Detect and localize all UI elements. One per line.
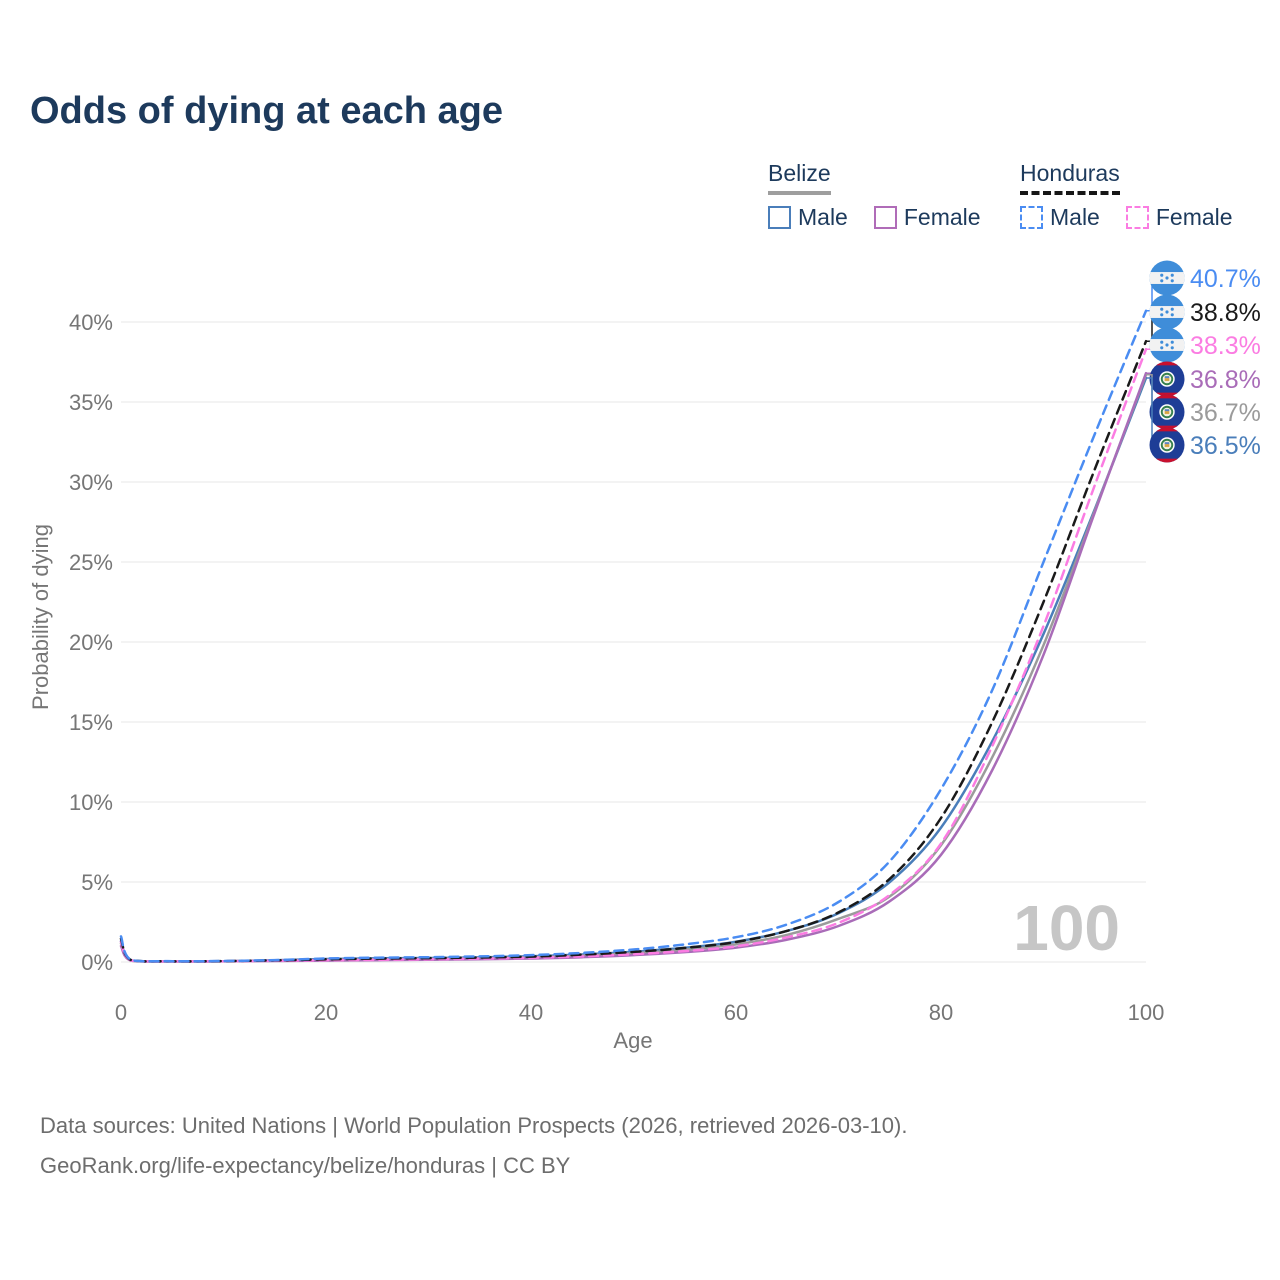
- y-tick-label: 10%: [69, 790, 113, 815]
- legend-group-belize: Belize Male Female: [768, 160, 981, 231]
- legend-honduras-male[interactable]: Male: [1050, 204, 1100, 230]
- x-tick-label: 20: [314, 1000, 338, 1025]
- series-line-belize-male: [119, 376, 1148, 963]
- y-tick-label: 30%: [69, 470, 113, 495]
- honduras-female-swatch-icon[interactable]: [1125, 206, 1149, 229]
- x-tick-label: 80: [929, 1000, 953, 1025]
- legend-honduras-female[interactable]: Female: [1155, 204, 1233, 230]
- footer: Data sources: United Nations | World Pop…: [40, 1106, 907, 1186]
- y-tick-label: 35%: [69, 390, 113, 415]
- honduras-flag-icon: [1149, 294, 1185, 330]
- annotation-layer: 40.7% 38.8% 38.3% 36.8% 36.7% 36.5%: [1146, 260, 1261, 463]
- x-axis-title: Age: [613, 1028, 652, 1053]
- attribution-line: GeoRank.org/life-expectancy/belize/hondu…: [40, 1153, 571, 1178]
- honduras-flag-icon: [1149, 260, 1185, 296]
- series-line-honduras-male: [119, 309, 1148, 963]
- chart-canvas: 0% 5% 10% 15% 20% 25% 30% 35% 40% 0 20 40 60 80 100 10…: [28, 260, 1261, 1053]
- belize-flag-icon: [1149, 394, 1185, 430]
- age-watermark: 100: [1013, 892, 1120, 964]
- x-tick-label: 100: [1128, 1000, 1165, 1025]
- y-tick-label: 20%: [69, 630, 113, 655]
- x-tick-label: 40: [519, 1000, 543, 1025]
- series-line-belize-all: [119, 373, 1148, 963]
- legend-country-belize: Belize: [768, 160, 831, 195]
- end-value-label-honduras-all: 38.8%: [1190, 299, 1261, 327]
- end-value-label-honduras-female: 38.3%: [1190, 332, 1261, 360]
- y-tick-label: 25%: [69, 550, 113, 575]
- series-line-honduras-all: [119, 339, 1148, 963]
- belize-male-swatch-icon[interactable]: [768, 206, 791, 229]
- legend-belize-female[interactable]: Female: [903, 204, 981, 230]
- end-value-label-honduras-male: 40.7%: [1190, 265, 1261, 293]
- legend-country-honduras: Honduras: [1020, 160, 1120, 195]
- honduras-flag-icon: [1149, 327, 1185, 363]
- honduras-male-swatch-icon[interactable]: [1020, 206, 1043, 229]
- chart-title: Odds of dying at each age: [30, 90, 503, 132]
- legend-belize-male[interactable]: Male: [798, 204, 848, 230]
- x-tick-label: 60: [724, 1000, 748, 1025]
- y-tick-label: 5%: [81, 870, 113, 895]
- belize-female-swatch-icon[interactable]: [873, 206, 897, 229]
- series-line-belize-female: [119, 371, 1148, 963]
- data-sources-line: Data sources: United Nations | World Pop…: [40, 1113, 908, 1138]
- y-tick-label: 40%: [69, 310, 113, 335]
- legend-group-honduras: Honduras Male Female: [1020, 160, 1233, 231]
- end-value-label-belize-female: 36.8%: [1190, 366, 1261, 394]
- y-axis-title: Probability of dying: [28, 524, 53, 710]
- gridlines-layer: 0% 5% 10% 15% 20% 25% 30% 35% 40% 0 20 40 60 80 100: [69, 310, 1164, 1025]
- y-tick-label: 0%: [81, 950, 113, 975]
- end-value-label-belize-all: 36.7%: [1190, 399, 1261, 427]
- belize-flag-icon: [1149, 427, 1185, 463]
- end-value-label-belize-male: 36.5%: [1190, 432, 1261, 460]
- belize-flag-icon: [1149, 361, 1185, 397]
- series-line-honduras-female: [119, 347, 1148, 963]
- y-tick-label: 15%: [69, 710, 113, 735]
- x-tick-label: 0: [115, 1000, 127, 1025]
- series-layer: [119, 309, 1148, 963]
